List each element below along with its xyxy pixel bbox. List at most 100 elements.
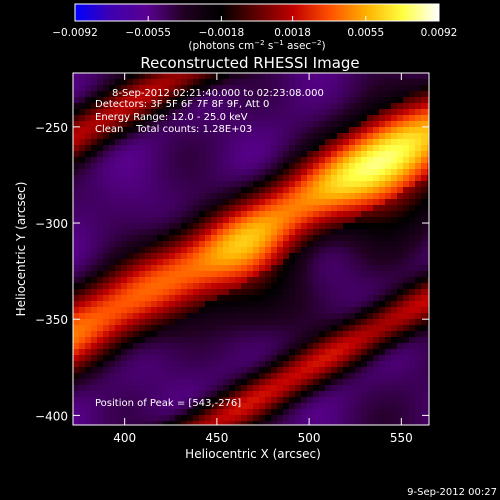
heatmap-cell [259,373,266,380]
heatmap-cell [73,163,80,170]
heatmap-cell [355,235,362,242]
heatmap-cell [331,181,338,188]
heatmap-cell [277,115,284,122]
heatmap-cell [169,229,176,236]
heatmap-cell [277,271,284,278]
heatmap-cell [181,415,188,422]
heatmap-cell [337,187,344,194]
heatmap-cell [151,151,158,158]
heatmap-cell [409,367,416,374]
heatmap-cell [289,151,296,158]
heatmap-cell [229,193,236,200]
x-tick-label: 550 [390,431,413,445]
heatmap-cell [217,307,224,314]
heatmap-cell [133,361,140,368]
heatmap-cell [271,193,278,200]
heatmap-cell [247,127,254,134]
heatmap-cell [295,163,302,170]
heatmap-cell [349,85,356,92]
heatmap-cell [73,337,80,344]
colorbar: −0.0092 −0.0055 −0.0018 0.0018 0.0055 0.0092 … [52,3,457,52]
heatmap-cell [373,91,380,98]
heatmap-cell [235,355,242,362]
heatmap-cell [427,277,429,284]
heatmap-cell [367,79,374,86]
heatmap-cell [139,283,146,290]
heatmap-cell [313,301,320,308]
heatmap-cell [145,265,152,272]
heatmap-cell [265,145,272,152]
heatmap-cell [373,319,380,326]
heatmap-cell [241,277,248,284]
heatmap-cell [199,421,206,425]
heatmap-cell [157,337,164,344]
heatmap-cell [349,109,356,116]
heatmap-cell [109,397,116,404]
heatmap-cell [331,421,338,425]
heatmap-cell [241,121,248,128]
heatmap-cell [349,349,356,356]
heatmap-cell [109,115,116,122]
heatmap-cell [175,211,182,218]
heatmap-cell [277,97,284,104]
heatmap-cell [343,187,350,194]
heatmap-cell [235,115,242,122]
heatmap-cell [115,349,122,356]
heatmap-cell [277,109,284,116]
heatmap-cell [289,73,296,80]
heatmap-cell [331,373,338,380]
heatmap-cell [355,277,362,284]
heatmap-cell [139,103,146,110]
heatmap-cell [163,253,170,260]
heatmap-cell [391,265,398,272]
heatmap-cell [217,367,224,374]
heatmap-cell [121,391,128,398]
heatmap-cell [247,193,254,200]
heatmap-cell [199,403,206,410]
heatmap-cell [73,265,80,272]
heatmap-cell [325,121,332,128]
heatmap-cell [121,337,128,344]
heatmap-cell [289,133,296,140]
heatmap-cell [403,307,410,314]
heatmap-cell [91,97,98,104]
heatmap-cell [343,157,350,164]
heatmap-cell [385,361,392,368]
heatmap-cell [403,355,410,362]
heatmap-cell [229,337,236,344]
heatmap-cell [259,241,266,248]
heatmap-cell [337,277,344,284]
heatmap-cell [355,289,362,296]
heatmap-cell [73,97,80,104]
heatmap-cell [187,247,194,254]
heatmap-cell [427,163,429,170]
heatmap-cell [385,151,392,158]
heatmap-cell [271,355,278,362]
heatmap-cell [409,265,416,272]
heatmap-cell [127,265,134,272]
heatmap-cell [259,157,266,164]
heatmap-cell [379,253,386,260]
heatmap-cell [259,139,266,146]
heatmap-cell [247,277,254,284]
heatmap-cell [253,181,260,188]
heatmap-cell [85,121,92,128]
heatmap-cell [121,409,128,416]
heatmap-cell [145,301,152,308]
heatmap-cell [139,235,146,242]
heatmap-cell [145,337,152,344]
heatmap-cell [349,325,356,332]
heatmap-cell [115,73,122,80]
heatmap-cell [163,241,170,248]
heatmap-cell [259,421,266,425]
heatmap-cell [349,127,356,134]
heatmap-cell [367,301,374,308]
heatmap-cell [169,283,176,290]
heatmap-cell [277,139,284,146]
heatmap-cell [247,79,254,86]
heatmap-cell [217,235,224,242]
heatmap-cell [415,301,422,308]
heatmap-cell [211,283,218,290]
heatmap-cell [229,211,236,218]
heatmap-cell [325,205,332,212]
